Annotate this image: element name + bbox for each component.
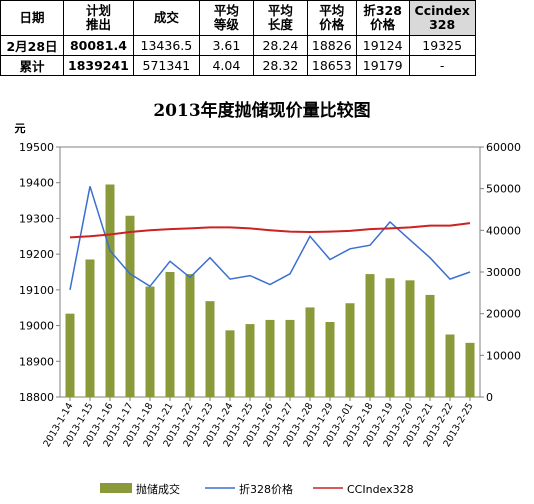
- bar: [405, 280, 415, 397]
- y-axis-label: 元: [15, 122, 26, 135]
- y-left-tick-label: 19300: [19, 212, 54, 225]
- table-cell: 3.61: [198, 35, 254, 56]
- table-cell: 18653: [306, 55, 357, 76]
- y-left-tick-label: 19500: [19, 141, 54, 154]
- bar: [365, 274, 375, 397]
- y-right-tick-label: 10000: [486, 349, 521, 362]
- bar-series-trade-volume: [65, 184, 475, 397]
- bar: [205, 301, 215, 397]
- bar: [125, 215, 135, 397]
- table-cell: 19124: [355, 35, 410, 56]
- table-cell: 1839241: [63, 55, 134, 76]
- table-cell: 2月28日: [0, 35, 64, 56]
- legend-label-ccindex: CCIndex328: [347, 483, 414, 496]
- right-axis-ticks: 60000 50000 40000 30000 20000 10000 0: [480, 141, 521, 404]
- y-right-tick-label: 0: [486, 391, 493, 404]
- legend-label-328-price: 折328价格: [239, 482, 293, 496]
- y-left-tick-label: 19200: [19, 248, 54, 261]
- bar: [385, 278, 395, 397]
- header-avg-price: 平均 价格: [306, 0, 357, 36]
- table-header-row: 日期 计划 推出 成交 平均 等级 平均 长度 平均 价格 折328 价格 Ccindex…: [0, 0, 476, 36]
- table-cell: 累计: [0, 55, 64, 76]
- legend-label-volume: 抛储成交: [136, 482, 180, 496]
- legend-swatch-volume: [100, 483, 132, 493]
- bar: [185, 274, 195, 397]
- table-cell: 13436.5: [132, 35, 200, 56]
- table-cell: 28.32: [252, 55, 308, 76]
- bar: [85, 259, 95, 397]
- bar: [465, 342, 475, 397]
- left-axis-ticks: 19500 19400 19300 19200 19100 19000 18900 18800: [19, 141, 60, 404]
- table-cell: 80081.4: [63, 35, 134, 56]
- y-right-tick-label: 30000: [486, 266, 521, 279]
- summary-table: 日期 计划 推出 成交 平均 等级 平均 长度 平均 价格 折328 价格 Ccindex…: [0, 0, 476, 76]
- line-ccindex328: [69, 222, 471, 239]
- y-left-tick-label: 18800: [19, 391, 54, 404]
- header-ccindex: Ccindex 328: [408, 0, 476, 36]
- chart-title: 2013年度抛储现价量比较图: [153, 100, 370, 121]
- y-right-tick-label: 60000: [486, 141, 521, 154]
- header-328-price: 折328 价格: [355, 0, 410, 36]
- x-axis-ticks: 2013-1-142013-1-152013-1-162013-1-172013…: [41, 397, 476, 449]
- bar: [165, 272, 175, 397]
- header-date: 日期: [0, 0, 64, 36]
- bar: [325, 322, 335, 397]
- y-left-tick-label: 19100: [19, 284, 54, 297]
- bar: [265, 319, 275, 397]
- y-left-tick-label: 18900: [19, 355, 54, 368]
- bar: [245, 324, 255, 397]
- header-traded: 成交: [132, 0, 200, 36]
- header-avg-length: 平均 长度: [252, 0, 308, 36]
- y-right-tick-label: 40000: [486, 224, 521, 237]
- y-right-tick-label: 20000: [486, 308, 521, 321]
- bar: [285, 319, 295, 397]
- bar: [145, 286, 155, 397]
- bar: [345, 303, 355, 397]
- table-row: 累计 1839241 571341 4.04 28.32 18653 19179…: [0, 55, 476, 76]
- table-cell: 19325: [408, 35, 476, 56]
- table-cell: 4.04: [198, 55, 254, 76]
- bar: [105, 184, 115, 397]
- line-series-group: [69, 186, 471, 291]
- header-planned: 计划 推出: [63, 0, 134, 36]
- bar: [425, 294, 435, 397]
- y-left-tick-label: 19400: [19, 177, 54, 190]
- table-cell: 571341: [132, 55, 200, 76]
- header-avg-grade: 平均 等级: [198, 0, 254, 36]
- table-cell: 28.24: [252, 35, 308, 56]
- y-left-tick-label: 19000: [19, 320, 54, 333]
- bar: [445, 334, 455, 397]
- line-328-price: [69, 186, 471, 291]
- bar: [225, 330, 235, 397]
- table-cell: -: [408, 55, 476, 76]
- bar: [305, 307, 315, 397]
- y-right-tick-label: 50000: [486, 183, 521, 196]
- table-row: 2月28日 80081.4 13436.5 3.61 28.24 18826 1…: [0, 35, 476, 56]
- table-cell: 19179: [355, 55, 410, 76]
- chart-legend: 抛储成交 折328价格 CCIndex328: [100, 482, 414, 496]
- price-volume-chart: 2013年度抛储现价量比较图 元 19500 19400 19300 19200 191…: [15, 100, 522, 496]
- bar: [65, 313, 75, 397]
- table-cell: 18826: [306, 35, 357, 56]
